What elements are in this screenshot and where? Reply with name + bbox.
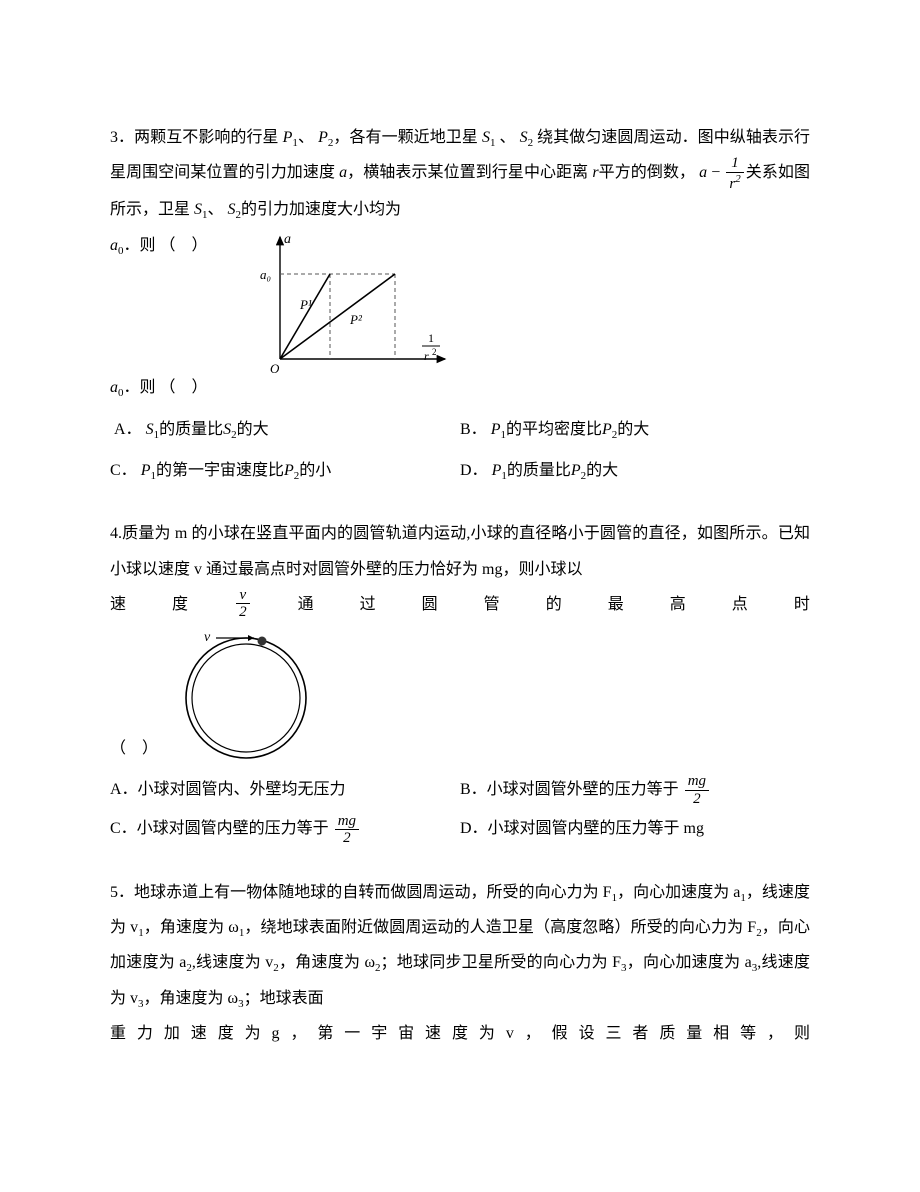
q4-stem-1: 4.质量为 m 的小球在竖直平面内的圆管轨道内运动,小球的直径略小于圆管的直径，…: [110, 516, 810, 586]
xaxis-frac-den: r: [424, 349, 429, 363]
v-label: v: [204, 630, 211, 645]
page: 3．两颗互不影响的行星 P1、 P2，各有一颗近地卫星 S1 、 S2 绕其做匀…: [0, 0, 920, 1111]
q4-option-b: B．小球对圆管外壁的压力等于 mg2: [460, 772, 810, 807]
q3-a0-tail: a0．则 （ ）: [110, 237, 212, 254]
question-3: 3．两颗互不影响的行星 P1、 P2，各有一颗近地卫星 S1 、 S2 绕其做匀…: [110, 120, 810, 488]
q4-paren: （ ）: [110, 731, 158, 766]
q3-a0-line: a0．则 （ ）: [110, 370, 810, 405]
fraction-mg-over-2-c: mg2: [335, 813, 359, 847]
p2-line-label: P²: [349, 312, 363, 327]
q4-option-c: C．小球对圆管内壁的压力等于 mg2: [110, 811, 460, 846]
axis-y-label: a: [284, 232, 291, 247]
p1-line-label: P¹: [299, 297, 312, 312]
q4-circle-svg: v: [176, 626, 316, 766]
q3-option-d: D． P1的质量比P2的大: [460, 453, 810, 488]
fraction-mg-over-2-b: mg2: [685, 773, 709, 807]
q3-stem: 3．两颗互不影响的行星 P1、 P2，各有一颗近地卫星 S1 、 S2 绕其做匀…: [110, 120, 810, 228]
q4-option-d: D．小球对圆管内壁的压力等于 mg: [460, 811, 810, 846]
q3-graph-wrap: a a₀ P¹ P² O 1 r 2: [250, 229, 810, 392]
q4-figure-row: （ ） v: [110, 626, 810, 766]
q5-number: 5．: [110, 884, 134, 901]
origin-label: O: [270, 361, 280, 376]
q3-graph-svg: a a₀ P¹ P² O 1 r 2: [250, 229, 460, 379]
fraction-1-over-r2: 1r2: [726, 155, 743, 192]
q4-option-a: A．小球对圆管内、外壁均无压力: [110, 772, 460, 807]
a0-tick-label: a₀: [260, 267, 271, 282]
xaxis-frac-exp: 2: [432, 347, 437, 357]
q4-options: A．小球对圆管内、外壁均无压力 B．小球对圆管外壁的压力等于 mg2 C．小球对…: [110, 772, 810, 847]
q3-option-a: A． S1的质量比S2的大: [110, 412, 460, 447]
q3-options: A． S1的质量比S2的大 B． P1的平均密度比P2的大 C． P1的第一宇宙…: [110, 412, 810, 489]
q5-last-line: 重力加速度为g，第一宇宙速度为v，假设三者质量相等，则: [110, 1016, 810, 1051]
q3-number: 3．: [110, 129, 134, 146]
q4-stem-2: 速度 v2 通过圆管的最高点时: [110, 587, 810, 622]
fraction-v-over-2: v2: [236, 587, 250, 622]
question-4: 4.质量为 m 的小球在竖直平面内的圆管轨道内运动,小球的直径略小于圆管的直径，…: [110, 516, 810, 846]
q4-number: 4.: [110, 525, 122, 542]
q5-stem: 5．地球赤道上有一物体随地球的自转而做圆周运动，所受的向心力为 F1，向心加速度…: [110, 875, 810, 1017]
q3-option-b: B． P1的平均密度比P2的大: [460, 412, 810, 447]
q3-option-c: C． P1的第一宇宙速度比P2的小: [110, 453, 460, 488]
xaxis-frac-num: 1: [428, 331, 434, 345]
question-5: 5．地球赤道上有一物体随地球的自转而做圆周运动，所受的向心力为 F1，向心加速度…: [110, 875, 810, 1052]
